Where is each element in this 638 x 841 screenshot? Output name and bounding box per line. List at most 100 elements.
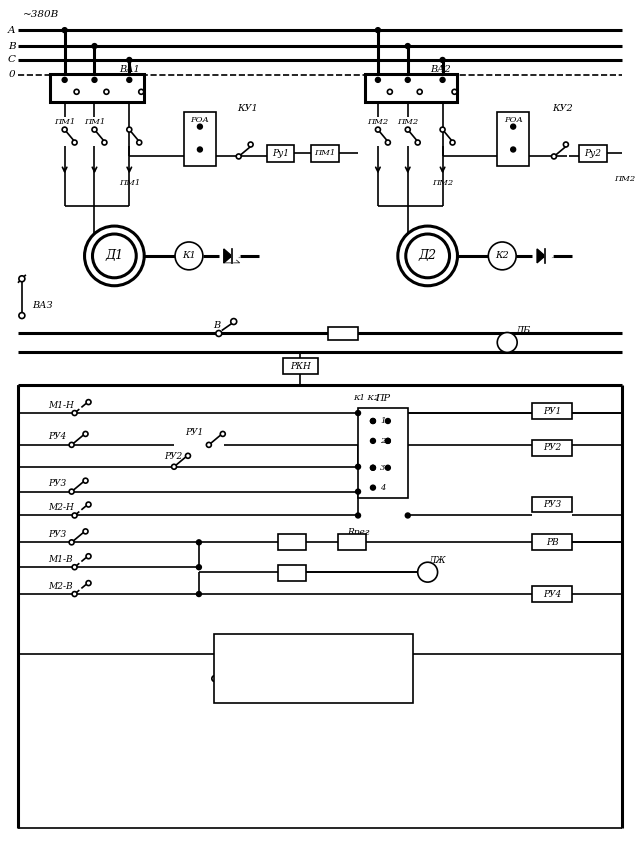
Bar	[267, 145, 294, 162]
Circle shape	[385, 465, 390, 470]
Text: РУ3: РУ3	[48, 479, 66, 488]
Circle shape	[355, 489, 360, 495]
Text: РУ4: РУ4	[48, 432, 66, 442]
Circle shape	[92, 44, 97, 49]
Circle shape	[127, 77, 132, 82]
Text: РУ1: РУ1	[185, 428, 203, 437]
Circle shape	[231, 319, 237, 325]
Circle shape	[92, 77, 97, 82]
Bar	[278, 534, 306, 550]
Text: М1-В: М1-В	[48, 555, 72, 563]
Text: ЛБ: ЛБ	[515, 326, 530, 335]
Text: РУ2: РУ2	[543, 443, 561, 452]
Text: 2: 2	[380, 436, 385, 445]
Circle shape	[375, 28, 380, 33]
Circle shape	[510, 124, 516, 130]
Text: М2-Н: М2-Н	[48, 503, 73, 512]
Text: 4: 4	[380, 484, 385, 492]
Bar	[532, 403, 572, 419]
Circle shape	[197, 540, 202, 545]
Circle shape	[405, 77, 410, 82]
Circle shape	[216, 331, 222, 336]
Text: ПМ1: ПМ1	[119, 179, 140, 188]
Circle shape	[405, 44, 410, 49]
Bar	[50, 74, 144, 102]
Circle shape	[385, 438, 390, 443]
Text: РВ: РВ	[545, 538, 558, 547]
Circle shape	[72, 591, 77, 596]
Circle shape	[197, 147, 202, 152]
Text: ВАЗ: ВАЗ	[32, 301, 52, 310]
Text: Ру2: Ру2	[584, 149, 601, 158]
Text: РУ1: РУ1	[543, 406, 561, 415]
Circle shape	[488, 242, 516, 270]
Circle shape	[127, 57, 132, 62]
Circle shape	[405, 127, 410, 132]
Text: В: В	[213, 321, 220, 330]
Text: Д1: Д1	[105, 250, 123, 262]
Circle shape	[19, 313, 25, 319]
Circle shape	[102, 140, 107, 145]
Circle shape	[371, 419, 375, 424]
Text: М2-В: М2-В	[48, 582, 72, 590]
Text: Uав: Uав	[221, 670, 237, 679]
Text: ПМ2: ПМ2	[614, 175, 635, 183]
Circle shape	[385, 419, 390, 424]
Circle shape	[93, 234, 137, 278]
Circle shape	[197, 124, 202, 130]
Text: С: С	[8, 56, 16, 65]
Text: Ру1: Ру1	[272, 149, 289, 158]
Bar	[283, 358, 318, 374]
Bar	[365, 74, 457, 102]
Circle shape	[72, 564, 77, 569]
Circle shape	[371, 419, 375, 424]
Circle shape	[69, 540, 74, 545]
Circle shape	[85, 226, 144, 286]
Circle shape	[127, 127, 132, 132]
Text: ПМ1: ПМ1	[54, 118, 75, 125]
Circle shape	[220, 431, 225, 436]
Circle shape	[92, 127, 97, 132]
Bar	[532, 440, 572, 456]
Polygon shape	[232, 249, 240, 263]
Circle shape	[340, 674, 346, 680]
Text: К2: К2	[495, 251, 509, 261]
Circle shape	[236, 154, 241, 159]
Circle shape	[371, 465, 375, 470]
Circle shape	[406, 234, 450, 278]
Circle shape	[385, 438, 390, 443]
Text: A: A	[8, 25, 16, 34]
Circle shape	[355, 513, 360, 518]
Circle shape	[175, 242, 203, 270]
Text: РУ4: РУ4	[543, 590, 561, 599]
Text: 1: 1	[380, 417, 385, 425]
Bar	[293, 643, 333, 662]
Text: РОА: РОА	[191, 116, 209, 124]
Circle shape	[240, 675, 246, 681]
Text: В: В	[8, 41, 16, 50]
Text: РОА: РОА	[504, 116, 523, 124]
Text: Д2: Д2	[419, 250, 437, 262]
Circle shape	[172, 464, 177, 469]
Circle shape	[86, 553, 91, 558]
Circle shape	[360, 661, 366, 667]
Polygon shape	[537, 249, 545, 263]
Text: ЛЖ: ЛЖ	[429, 556, 447, 565]
Circle shape	[371, 465, 375, 470]
Bar	[214, 634, 413, 703]
Text: ПМ1: ПМ1	[315, 150, 336, 157]
Circle shape	[62, 28, 67, 33]
Circle shape	[74, 89, 79, 94]
Circle shape	[186, 453, 191, 458]
Circle shape	[215, 664, 242, 692]
Circle shape	[497, 332, 517, 352]
Circle shape	[440, 127, 445, 132]
Circle shape	[387, 89, 392, 94]
Text: ВА2: ВА2	[431, 66, 451, 74]
Circle shape	[371, 485, 375, 490]
Bar	[532, 586, 572, 602]
Circle shape	[62, 127, 67, 132]
Text: ПМ2: ПМ2	[432, 179, 453, 188]
Circle shape	[72, 410, 77, 415]
Text: РВ: РВ	[346, 662, 359, 671]
